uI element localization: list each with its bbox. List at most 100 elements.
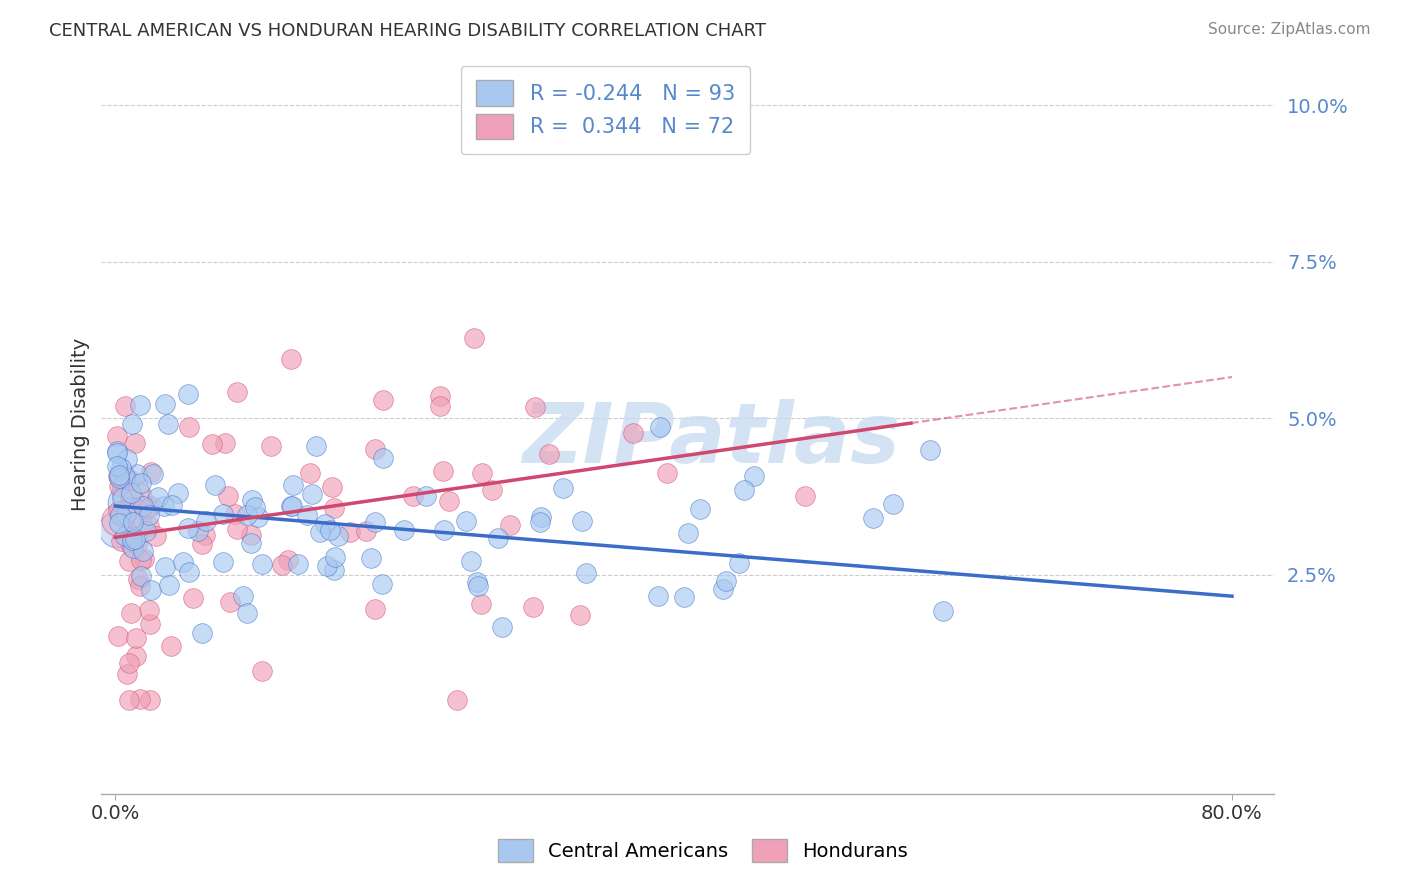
Point <box>111 491 134 505</box>
Point <box>108 468 131 483</box>
Point <box>316 559 339 574</box>
Point <box>105 522 128 536</box>
Point <box>212 508 235 522</box>
Point <box>105 444 128 458</box>
Y-axis label: Hearing Disability: Hearing Disability <box>72 338 90 511</box>
Point <box>862 511 884 525</box>
Point <box>239 536 262 550</box>
Point <box>429 389 451 403</box>
Point <box>121 533 143 547</box>
Point <box>160 498 183 512</box>
Point <box>456 514 478 528</box>
Point <box>305 439 328 453</box>
Point <box>138 603 160 617</box>
Point <box>118 656 141 670</box>
Point <box>319 523 342 537</box>
Point <box>648 419 671 434</box>
Point <box>392 524 415 538</box>
Point <box>132 544 155 558</box>
Point <box>139 583 162 598</box>
Point <box>155 559 177 574</box>
Point <box>176 521 198 535</box>
Text: CENTRAL AMERICAN VS HONDURAN HEARING DISABILITY CORRELATION CHART: CENTRAL AMERICAN VS HONDURAN HEARING DIS… <box>49 22 766 40</box>
Point <box>212 555 235 569</box>
Point <box>281 478 304 492</box>
Point <box>214 436 236 450</box>
Point <box>298 466 321 480</box>
Point <box>138 519 160 533</box>
Point <box>125 490 148 504</box>
Point <box>463 331 485 345</box>
Point <box>243 500 266 514</box>
Point <box>371 450 394 465</box>
Point <box>733 483 755 498</box>
Point <box>280 500 302 514</box>
Point <box>217 490 239 504</box>
Point <box>115 451 138 466</box>
Point <box>360 551 382 566</box>
Point <box>138 508 160 522</box>
Point <box>118 693 141 707</box>
Point <box>571 514 593 528</box>
Point <box>364 442 387 457</box>
Point <box>120 539 142 553</box>
Point <box>128 398 150 412</box>
Point <box>321 480 343 494</box>
Point <box>232 589 254 603</box>
Point <box>689 501 711 516</box>
Point <box>139 616 162 631</box>
Point <box>433 523 456 537</box>
Point <box>432 464 454 478</box>
Point <box>110 460 132 475</box>
Point <box>152 499 174 513</box>
Point <box>323 563 346 577</box>
Point <box>323 550 346 565</box>
Point <box>118 483 141 498</box>
Point <box>129 476 152 491</box>
Point <box>301 487 323 501</box>
Point <box>160 639 183 653</box>
Point <box>136 501 159 516</box>
Point <box>226 385 249 400</box>
Point <box>467 579 489 593</box>
Point <box>481 483 503 497</box>
Point <box>460 554 482 568</box>
Point <box>401 489 423 503</box>
Point <box>240 528 263 542</box>
Point <box>575 566 598 580</box>
Point <box>132 552 155 566</box>
Point <box>125 537 148 551</box>
Point <box>339 524 361 539</box>
Point <box>110 508 132 522</box>
Point <box>932 604 955 618</box>
Point <box>128 692 150 706</box>
Point <box>711 582 734 596</box>
Point <box>139 465 162 479</box>
Point <box>121 529 143 543</box>
Point <box>252 558 274 572</box>
Point <box>364 602 387 616</box>
Point <box>280 351 302 366</box>
Point <box>118 554 141 568</box>
Point <box>125 648 148 663</box>
Point <box>295 508 318 522</box>
Point <box>145 529 167 543</box>
Text: Source: ZipAtlas.com: Source: ZipAtlas.com <box>1208 22 1371 37</box>
Point <box>121 506 143 520</box>
Point <box>277 553 299 567</box>
Point <box>129 569 152 583</box>
Point <box>127 467 149 482</box>
Point <box>470 597 492 611</box>
Point <box>271 558 294 572</box>
Point <box>156 417 179 431</box>
Point <box>491 620 513 634</box>
Point <box>744 468 766 483</box>
Point <box>172 555 194 569</box>
Point <box>141 499 163 513</box>
Point <box>201 437 224 451</box>
Point <box>115 496 138 510</box>
Text: ZIPatlas: ZIPatlas <box>522 399 900 480</box>
Point <box>252 664 274 678</box>
Point <box>121 541 143 555</box>
Point <box>529 515 551 529</box>
